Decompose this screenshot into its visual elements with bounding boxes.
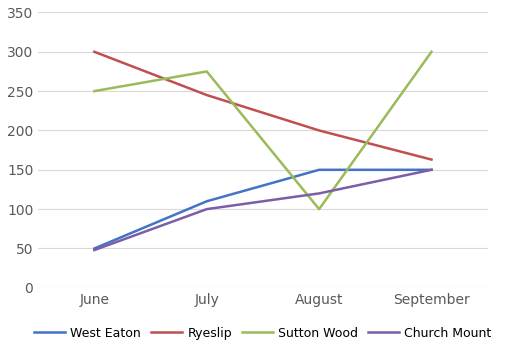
Ryeslip	[316, 128, 322, 133]
West Eaton	[316, 168, 322, 172]
Line: Ryeslip: Ryeslip	[94, 52, 432, 160]
Line: West Eaton: West Eaton	[94, 170, 432, 249]
Church Mount	[204, 207, 210, 211]
West Eaton	[428, 168, 435, 172]
Church Mount	[428, 168, 435, 172]
Legend: West Eaton, Ryeslip, Sutton Wood, Church Mount: West Eaton, Ryeslip, Sutton Wood, Church…	[29, 322, 497, 345]
Line: Sutton Wood: Sutton Wood	[94, 52, 432, 209]
Church Mount	[91, 248, 98, 252]
West Eaton	[91, 246, 98, 251]
West Eaton	[204, 199, 210, 203]
Sutton Wood	[428, 50, 435, 54]
Sutton Wood	[316, 207, 322, 211]
Sutton Wood	[91, 89, 98, 93]
Ryeslip	[91, 50, 98, 54]
Church Mount	[316, 191, 322, 196]
Ryeslip	[428, 158, 435, 162]
Ryeslip	[204, 93, 210, 97]
Line: Church Mount: Church Mount	[94, 170, 432, 250]
Sutton Wood	[204, 69, 210, 74]
